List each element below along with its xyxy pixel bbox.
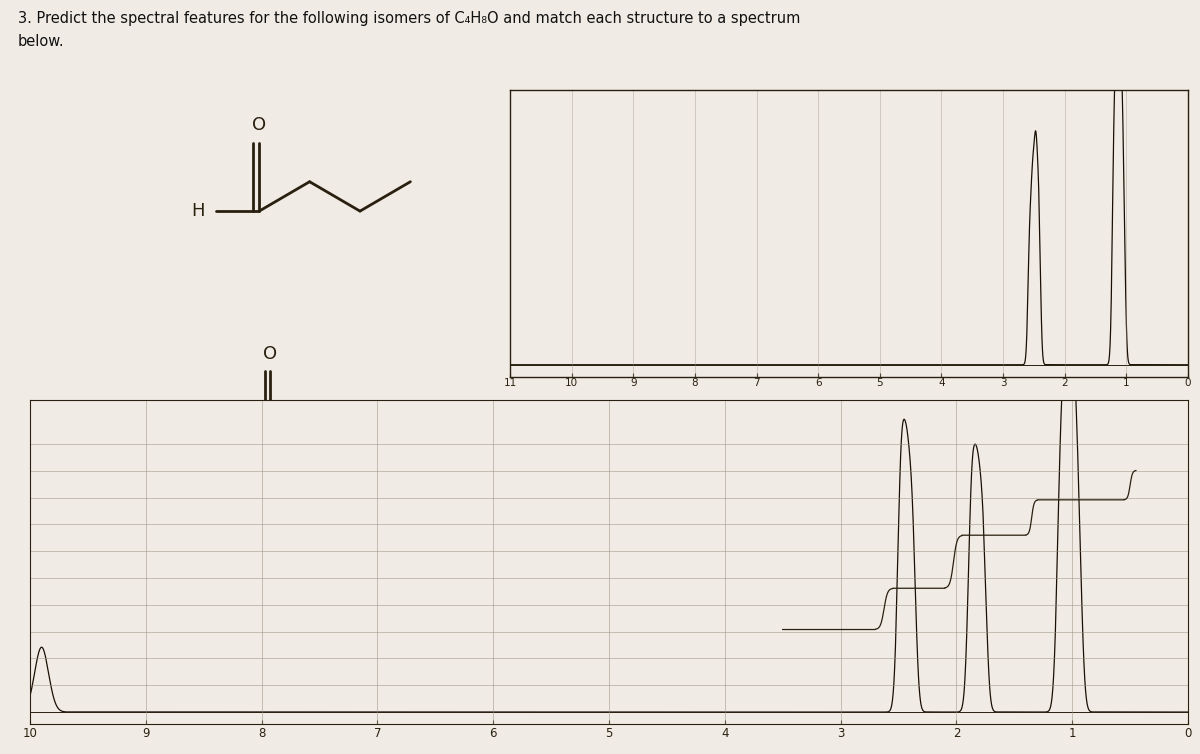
Text: H: H (192, 202, 205, 220)
Text: O: O (252, 116, 266, 134)
Text: O: O (263, 345, 277, 363)
Text: 3. Predict the spectral features for the following isomers of C₄H₈O and match ea: 3. Predict the spectral features for the… (18, 11, 800, 48)
